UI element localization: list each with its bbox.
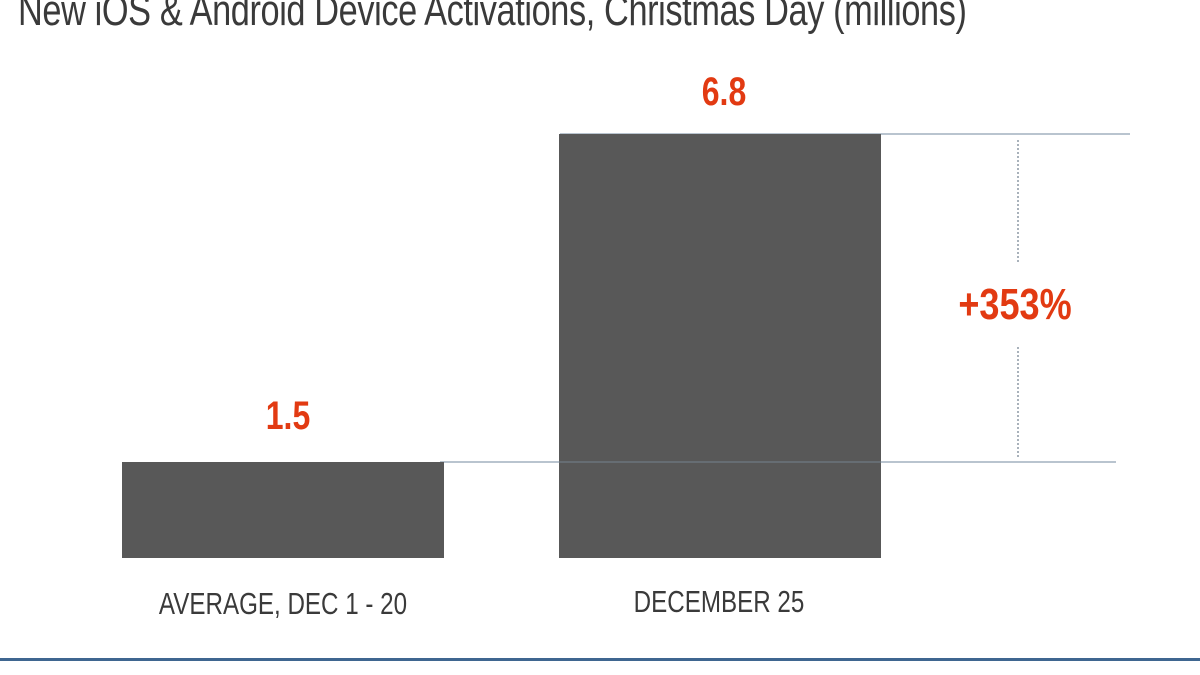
category-label-average: AVERAGE, DEC 1 - 20 [158,586,408,621]
bar-average-dec-1-20 [122,462,444,558]
chart-title: New iOS & Android Device Activations, Ch… [18,0,967,35]
bottom-rule [0,658,1200,661]
increase-dotted-line-lower [1017,347,1019,457]
increase-annotation: +353% [958,280,1072,329]
bar-december-25 [559,134,881,558]
baseline-over-bar [559,461,881,463]
value-label-average: 1.5 [265,394,311,438]
value-label-december-25: 6.8 [701,70,747,114]
increase-dotted-line-upper [1017,140,1019,262]
category-label-december-25: DECEMBER 25 [633,584,805,619]
